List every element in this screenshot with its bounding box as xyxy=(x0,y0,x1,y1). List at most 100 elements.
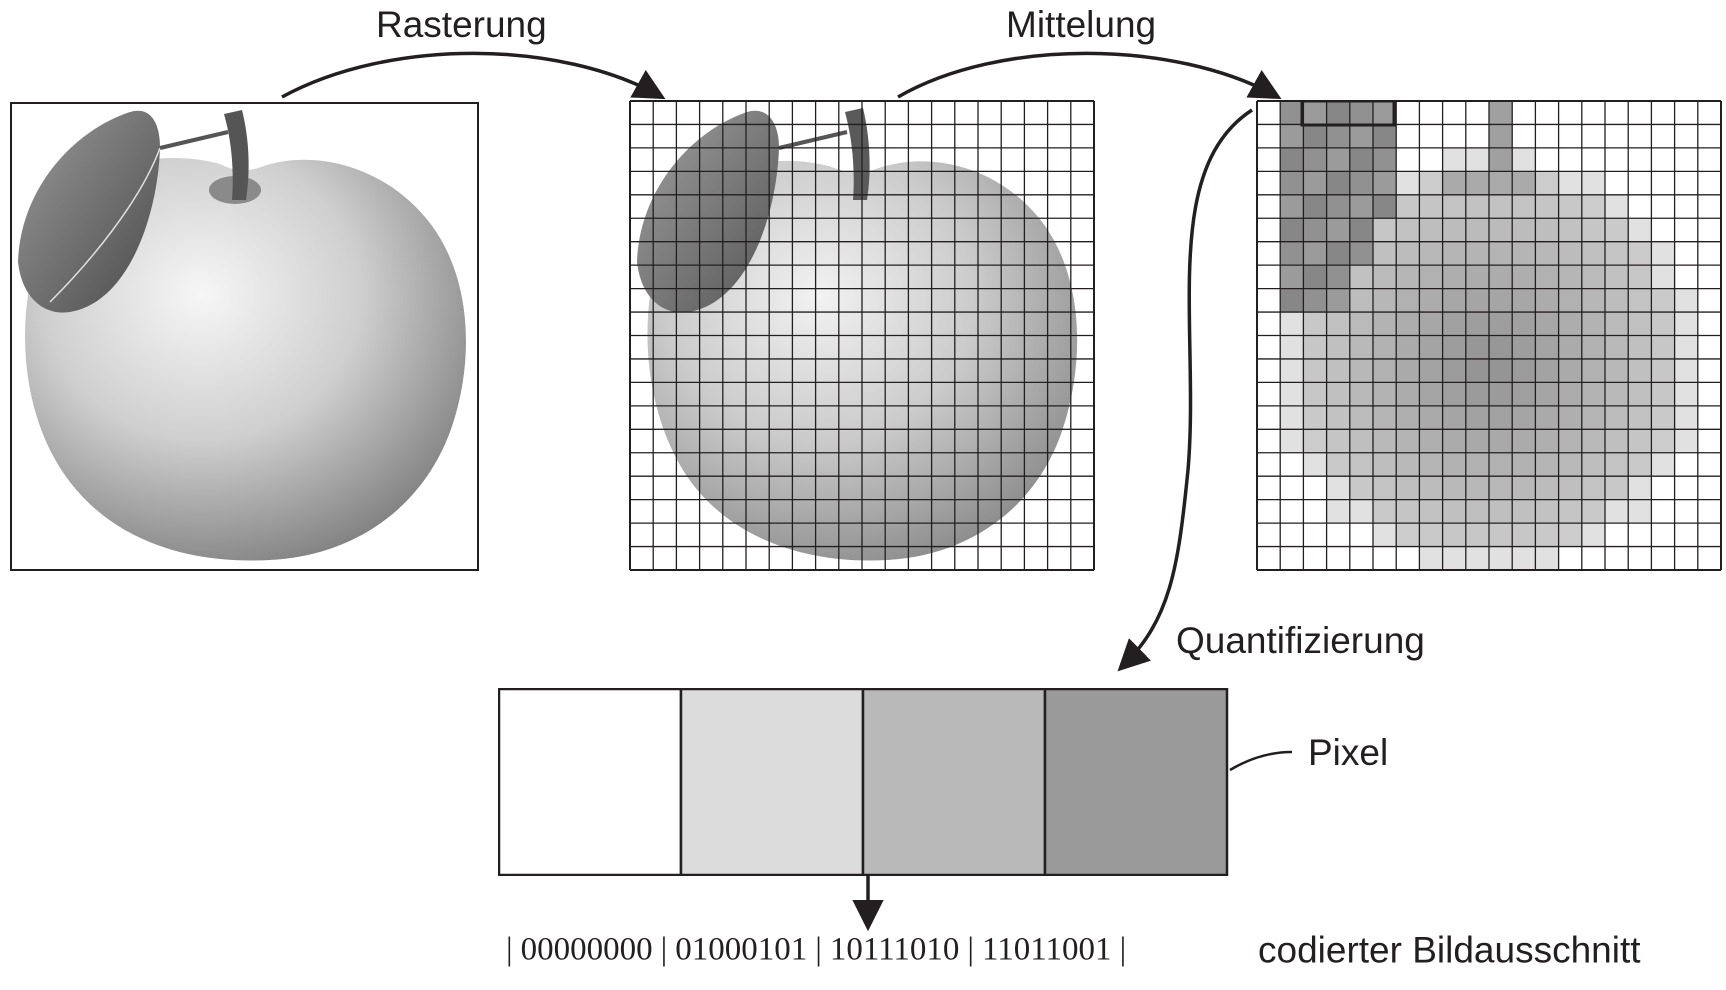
averaged-cell xyxy=(1489,523,1513,547)
averaged-cell xyxy=(1512,476,1536,500)
averaged-cell xyxy=(1419,241,1443,266)
averaged-cell xyxy=(1373,523,1397,547)
averaged-cell xyxy=(1373,382,1397,406)
averaged-cell xyxy=(1373,171,1397,195)
averaged-cell xyxy=(1628,171,1652,195)
averaged-cell xyxy=(1581,265,1605,289)
averaged-cell xyxy=(1396,335,1420,359)
averaged-cell xyxy=(1465,218,1489,242)
averaged-cell xyxy=(1396,101,1420,125)
averaged-cell xyxy=(1465,358,1489,383)
averaged-cell xyxy=(1396,476,1420,500)
averaged-cell xyxy=(1535,382,1559,406)
averaged-cell xyxy=(1674,171,1698,195)
averaged-cell xyxy=(1489,194,1513,219)
rasterung-arrow xyxy=(281,51,666,100)
averaged-cell xyxy=(1303,335,1327,359)
averaged-cell xyxy=(1581,124,1605,148)
averaged-cell xyxy=(1605,288,1629,313)
averaged-cell xyxy=(1558,194,1582,219)
averaged-cell xyxy=(1651,358,1675,383)
averaged-cell xyxy=(1396,405,1420,430)
averaged-cell xyxy=(1373,429,1397,453)
averaged-cell xyxy=(1465,171,1489,195)
averaged-cell xyxy=(1558,405,1582,430)
averaged-cell xyxy=(1581,218,1605,242)
averaged-cell xyxy=(1697,124,1721,148)
averaged-cell xyxy=(1628,288,1652,313)
averaged-cell xyxy=(1280,171,1304,195)
averaged-cell xyxy=(1280,429,1304,453)
averaged-cell xyxy=(1558,147,1582,172)
averaged-cell xyxy=(1535,546,1559,570)
averaged-cell xyxy=(1697,171,1721,195)
averaged-cell xyxy=(1349,499,1373,524)
averaged-cell xyxy=(1581,288,1605,313)
averaged-cell xyxy=(1396,288,1420,313)
averaged-cell xyxy=(1442,101,1466,125)
averaged-cell xyxy=(1280,194,1304,219)
averaged-cell xyxy=(1396,523,1420,547)
averaged-cell xyxy=(1396,171,1420,195)
averaged-cell xyxy=(1697,405,1721,430)
averaged-cell xyxy=(1349,476,1373,500)
averaged-cell xyxy=(1628,101,1652,125)
averaged-cell xyxy=(1674,335,1698,359)
averaged-cell xyxy=(1442,241,1466,266)
averaged-cell xyxy=(1349,523,1373,547)
averaged-cell xyxy=(1373,476,1397,500)
averaged-cell xyxy=(1605,265,1629,289)
rastered-apple-panel xyxy=(629,100,1095,571)
averaged-cell xyxy=(1349,452,1373,477)
averaged-cell xyxy=(1465,546,1489,570)
averaged-cell xyxy=(1419,546,1443,570)
averaged-cell xyxy=(1651,101,1675,125)
averaged-cell xyxy=(1674,523,1698,547)
averaged-cell xyxy=(1303,499,1327,524)
averaged-cell xyxy=(1373,124,1397,148)
averaged-cell xyxy=(1651,288,1675,313)
averaged-cell xyxy=(1674,499,1698,524)
averaged-cell xyxy=(1349,429,1373,453)
averaged-cell xyxy=(1396,499,1420,524)
averaged-cell xyxy=(1303,476,1327,500)
averaged-cell xyxy=(1396,194,1420,219)
averaged-cell xyxy=(1465,523,1489,547)
averaged-cell xyxy=(1419,147,1443,172)
averaged-cell xyxy=(1674,382,1698,406)
code-separator: | xyxy=(506,931,513,968)
averaged-cell xyxy=(1489,171,1513,195)
highlight-cell-group xyxy=(1300,100,1396,127)
averaged-cell xyxy=(1535,452,1559,477)
averaged-cell xyxy=(1303,312,1327,336)
averaged-cell xyxy=(1512,452,1536,477)
averaged-cell xyxy=(1465,241,1489,266)
averaged-cell xyxy=(1396,546,1420,570)
averaged-cell xyxy=(1674,218,1698,242)
averaged-cell xyxy=(1697,241,1721,266)
averaged-cell xyxy=(1349,171,1373,195)
averaged-cell xyxy=(1512,147,1536,172)
averaged-cell xyxy=(1512,101,1536,125)
averaged-cell xyxy=(1512,241,1536,266)
averaged-cell xyxy=(1697,546,1721,570)
averaged-cell xyxy=(1628,265,1652,289)
averaged-cell xyxy=(1257,429,1281,453)
averaged-cell xyxy=(1303,265,1327,289)
averaged-cell xyxy=(1628,335,1652,359)
averaged-cell xyxy=(1512,194,1536,219)
averaged-cell xyxy=(1419,429,1443,453)
averaged-cell xyxy=(1628,124,1652,148)
averaged-cell xyxy=(1442,124,1466,148)
raster-grid-drawing xyxy=(629,100,1095,571)
averaged-cell xyxy=(1442,288,1466,313)
averaged-cell xyxy=(1651,335,1675,359)
averaged-cell xyxy=(1558,476,1582,500)
averaged-cell xyxy=(1257,358,1281,383)
averaged-cell xyxy=(1349,312,1373,336)
averaged-cell xyxy=(1674,312,1698,336)
code-0: 00000000 xyxy=(520,931,653,968)
averaged-cell xyxy=(1535,335,1559,359)
averaged-cell xyxy=(1697,358,1721,383)
